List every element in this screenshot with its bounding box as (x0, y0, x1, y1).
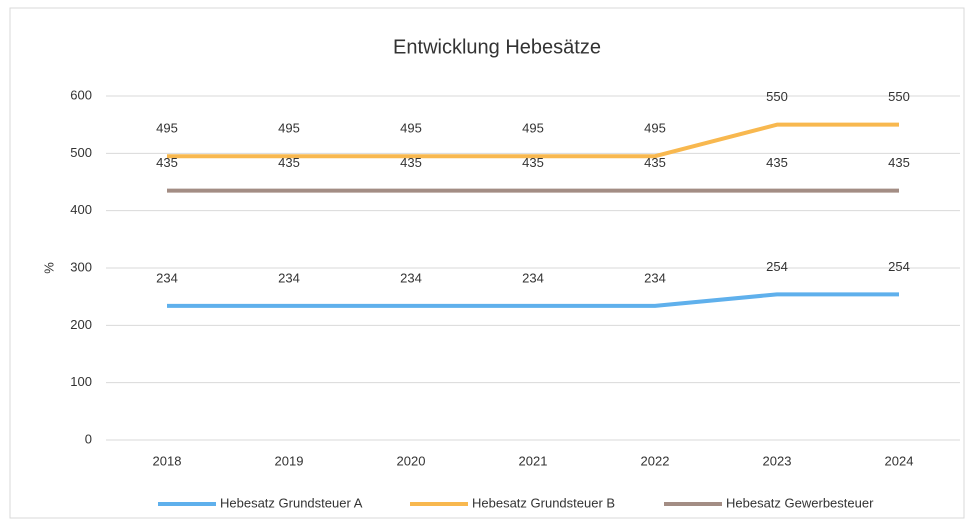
data-label: 254 (766, 259, 788, 274)
legend-label: Hebesatz Grundsteuer B (472, 495, 615, 510)
x-tick-label: 2024 (885, 453, 914, 468)
y-tick-label: 200 (70, 317, 92, 332)
y-tick-label: 600 (70, 87, 92, 102)
data-label: 234 (156, 270, 178, 285)
data-label: 495 (400, 121, 422, 136)
data-label: 234 (522, 270, 544, 285)
x-tick-label: 2019 (275, 453, 304, 468)
y-axis-label: % (41, 262, 56, 274)
series-line (167, 122, 899, 159)
x-tick-label: 2020 (397, 453, 426, 468)
y-tick-label: 100 (70, 374, 92, 389)
data-label: 550 (888, 89, 910, 104)
data-label: 435 (644, 155, 666, 170)
data-label: 234 (644, 270, 666, 285)
data-label: 435 (278, 155, 300, 170)
legend-label: Hebesatz Grundsteuer A (220, 495, 363, 510)
data-label: 435 (522, 155, 544, 170)
data-label: 234 (278, 270, 300, 285)
data-label: 435 (766, 155, 788, 170)
data-label: 254 (888, 259, 910, 274)
y-tick-label: 400 (70, 202, 92, 217)
data-label: 550 (766, 89, 788, 104)
chart-title: Entwicklung Hebesätze (393, 36, 601, 58)
y-tick-label: 300 (70, 259, 92, 274)
x-tick-label: 2023 (763, 453, 792, 468)
x-tick-label: 2022 (641, 453, 670, 468)
data-label: 495 (156, 121, 178, 136)
x-tick-label: 2021 (519, 453, 548, 468)
y-tick-label: 0 (85, 431, 92, 446)
data-label: 495 (278, 121, 300, 136)
y-tick-label: 500 (70, 145, 92, 160)
legend-label: Hebesatz Gewerbesteuer (726, 495, 874, 510)
chart-border (9, 7, 965, 519)
data-label: 435 (888, 155, 910, 170)
data-label: 495 (522, 121, 544, 136)
data-label: 495 (644, 121, 666, 136)
data-label: 435 (156, 155, 178, 170)
data-label: 234 (400, 270, 422, 285)
series-line (167, 292, 899, 308)
data-label: 435 (400, 155, 422, 170)
x-tick-label: 2018 (153, 453, 182, 468)
